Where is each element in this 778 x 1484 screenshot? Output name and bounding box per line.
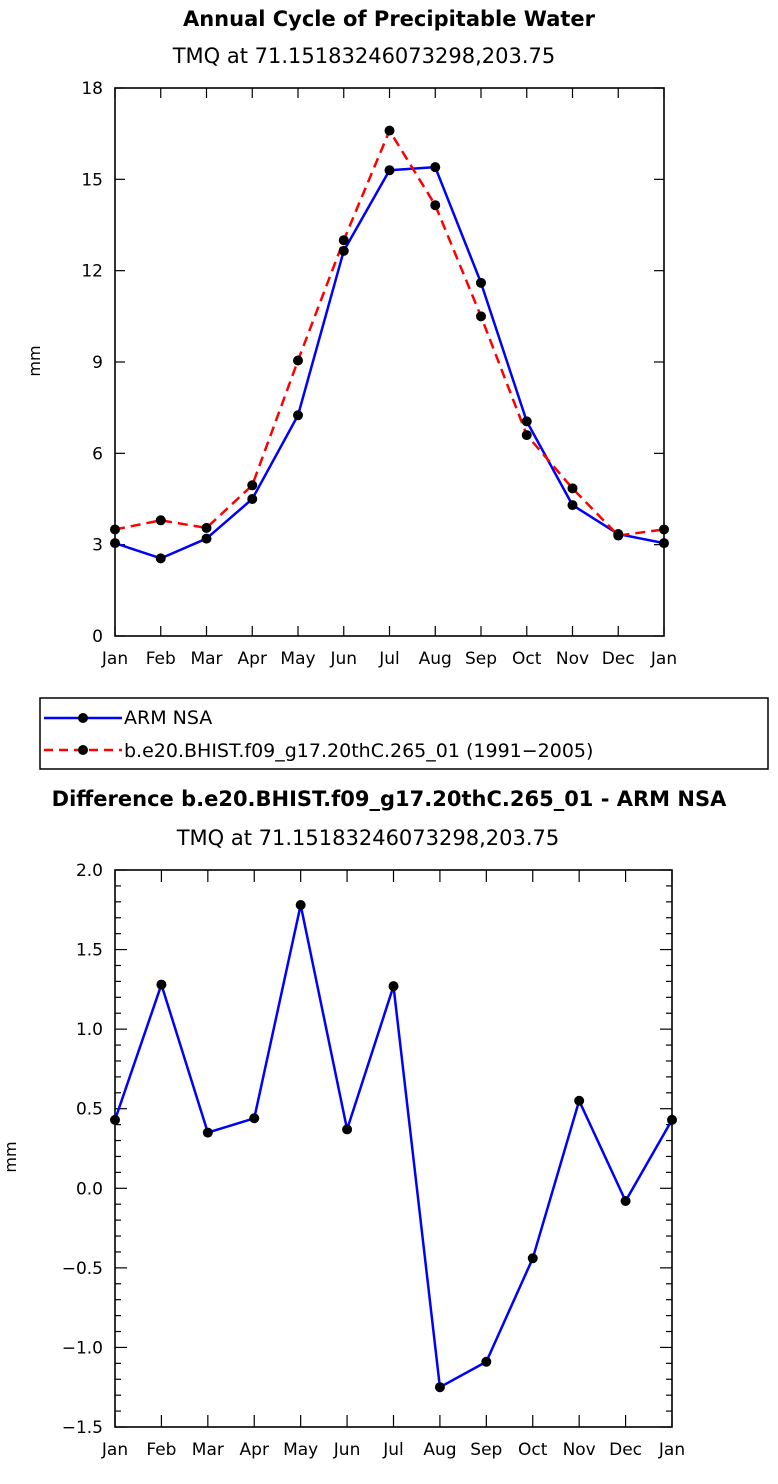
y-tick-label: −1.5: [62, 1418, 103, 1438]
data-point: [476, 277, 486, 288]
data-point: [156, 979, 167, 990]
y-tick-label: 2.0: [76, 861, 103, 881]
x-tick-label: May: [280, 649, 315, 669]
series-line: [114, 165, 665, 560]
x-tick-label: Oct: [518, 1440, 548, 1460]
data-point: [481, 1356, 492, 1367]
legend-label-arm-nsa: ARM NSA: [124, 707, 212, 729]
data-point: [155, 553, 166, 564]
data-point: [338, 245, 349, 256]
data-point: [567, 483, 578, 494]
data-point: [567, 500, 578, 511]
x-tick-label: Aug: [423, 1440, 456, 1460]
data-point: [574, 1095, 585, 1106]
data-point: [202, 1127, 213, 1138]
x-tick-label: Jan: [101, 649, 128, 669]
chart-subtitle: TMQ at 71.15183246073298,203.75: [172, 44, 556, 68]
data-point: [430, 200, 441, 211]
series-line: [113, 903, 674, 1389]
x-tick-label: Apr: [240, 1440, 269, 1460]
chart-title: Annual Cycle of Precipitable Water: [183, 7, 596, 31]
x-tick-label: Jan: [650, 649, 677, 669]
data-point: [247, 494, 258, 504]
y-tick-label: 6: [92, 444, 103, 464]
x-tick-label: Dec: [602, 649, 635, 669]
data-point: [384, 165, 395, 176]
data-point: [430, 162, 441, 173]
data-point: [342, 1124, 353, 1135]
x-tick-label: Jul: [378, 649, 400, 669]
data-point: [521, 416, 532, 427]
data-point: [249, 1113, 260, 1124]
data-point: [338, 235, 349, 246]
data-point: [521, 430, 532, 441]
x-tick-label: Oct: [512, 649, 542, 669]
x-tick-label: Jun: [329, 649, 357, 669]
plot-frame: [114, 87, 665, 637]
chart-subtitle: TMQ at 71.15183246073298,203.75: [176, 826, 560, 850]
legend-marker-model: [78, 745, 88, 755]
data-point: [155, 515, 166, 526]
y-tick-label: 1.0: [76, 1020, 103, 1040]
x-tick-label: Jan: [658, 1440, 685, 1460]
y-tick-label: 15: [81, 170, 103, 190]
data-point: [201, 522, 212, 533]
y-tick-label: 0: [92, 627, 103, 647]
y-tick-label: 18: [81, 79, 103, 99]
y-axis-label: mm: [1, 1141, 20, 1172]
x-tick-label: Sep: [470, 1440, 502, 1460]
series-line: [114, 129, 665, 537]
y-tick-label: 12: [81, 262, 103, 282]
y-tick-label: 0.5: [76, 1100, 103, 1120]
y-tick-label: 0.0: [76, 1179, 103, 1199]
x-tick-label: Mar: [190, 649, 222, 669]
data-point: [388, 981, 399, 992]
chart-annual-cycle: Annual Cycle of Precipitable Water TMQ a…: [25, 7, 769, 770]
plot-frame: [114, 869, 673, 1428]
x-tick-label: Nov: [563, 1440, 596, 1460]
data-point: [434, 1382, 445, 1393]
data-point: [247, 480, 258, 491]
y-tick-label: 1.5: [76, 941, 103, 961]
x-tick-label: Aug: [419, 649, 452, 669]
data-point: [293, 410, 303, 421]
x-tick-label: Mar: [192, 1440, 224, 1460]
x-tick-label: Dec: [609, 1440, 642, 1460]
data-point: [476, 311, 486, 322]
data-point: [201, 533, 212, 544]
legend-label-model: b.e20.BHIST.f09_g17.20thC.265_01 (1991−2…: [124, 740, 593, 762]
x-tick-label: Jul: [382, 1440, 404, 1460]
x-tick-label: Feb: [146, 649, 176, 669]
y-tick-label: 3: [92, 536, 103, 556]
chart-difference: Difference b.e20.BHIST.f09_g17.20thC.265…: [1, 787, 727, 1460]
chart-title: Difference b.e20.BHIST.f09_g17.20thC.265…: [52, 787, 727, 811]
x-tick-label: Jan: [101, 1440, 128, 1460]
legend-box: [39, 697, 769, 770]
data-point: [613, 530, 624, 541]
y-tick-label: −1.0: [62, 1338, 103, 1358]
data-point: [527, 1253, 538, 1264]
x-tick-label: May: [283, 1440, 318, 1460]
x-tick-label: Feb: [146, 1440, 176, 1460]
x-tick-label: Apr: [238, 649, 267, 669]
x-tick-label: Jun: [333, 1440, 361, 1460]
y-tick-label: 9: [92, 353, 103, 373]
data-point: [295, 900, 306, 911]
legend: ARM NSA b.e20.BHIST.f09_g17.20thC.265_01…: [39, 697, 769, 770]
legend-marker-arm-nsa: [78, 713, 88, 723]
data-point: [620, 1196, 631, 1207]
y-axis-label: mm: [25, 345, 44, 376]
x-tick-label: Nov: [556, 649, 589, 669]
x-tick-label: Sep: [465, 649, 497, 669]
y-tick-label: −0.5: [62, 1259, 103, 1279]
data-point: [384, 125, 395, 136]
data-point: [293, 355, 303, 366]
